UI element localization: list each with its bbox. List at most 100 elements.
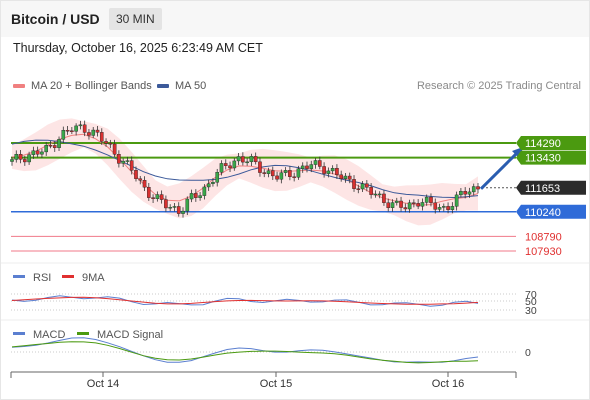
candle-body: [279, 172, 284, 180]
rsi-ma-legend-label: 9MA: [82, 272, 105, 284]
candle-body: [476, 186, 480, 190]
candle-body: [459, 191, 463, 196]
candle-body: [185, 198, 190, 212]
candle-body: [18, 154, 23, 160]
candle-body: [87, 132, 91, 136]
candle-body: [420, 202, 425, 207]
x-tick-label: Oct 15: [260, 378, 292, 390]
candle-body: [339, 174, 343, 180]
research-credit: Research © 2025 Trading Central: [416, 80, 581, 92]
ma50-swatch: [157, 84, 169, 89]
candle-body: [117, 154, 121, 164]
candle-body: [181, 210, 185, 214]
candle-body: [463, 191, 467, 195]
rsi-tick-label: 30: [525, 305, 537, 317]
candle-body: [95, 129, 100, 133]
candle-body: [14, 154, 19, 160]
candle-body: [104, 141, 108, 144]
candle-body: [10, 159, 14, 162]
candle-body: [91, 129, 96, 136]
x-tick-label: Oct 16: [432, 378, 464, 390]
candle-body: [228, 165, 232, 169]
macd-signal-swatch: [77, 332, 89, 335]
candle-body: [450, 206, 455, 210]
level-label-107930: 107930: [525, 246, 562, 258]
candle-body: [253, 156, 258, 163]
candle-body: [176, 206, 181, 214]
ma20-label: MA 20 + Bollinger Bands: [31, 80, 152, 92]
candle-body: [121, 160, 125, 164]
candle-body: [232, 160, 237, 169]
candle-body: [245, 161, 249, 164]
candle-body: [369, 187, 373, 195]
level-tag-114290: [516, 136, 586, 150]
candle-body: [330, 168, 335, 172]
candle-body: [151, 197, 155, 199]
candle-body: [129, 160, 134, 171]
macd-legend-label: MACD: [33, 329, 65, 341]
candle-body: [194, 193, 198, 198]
candle-body: [403, 207, 408, 210]
candle-body: [424, 196, 429, 203]
candle-body: [407, 202, 412, 210]
candle-body: [399, 200, 403, 208]
candle-body: [386, 202, 391, 208]
macd-tick-label: 0: [525, 347, 531, 359]
candle-body: [356, 188, 361, 190]
timestamp: Thursday, October 16, 2025 6:23:49 AM CE…: [13, 41, 263, 55]
rsi-legend-label: RSI: [33, 272, 51, 284]
candle-body: [202, 186, 207, 196]
candle-body: [65, 129, 70, 132]
candle-body: [219, 163, 224, 173]
candle-body: [168, 207, 172, 209]
candle-body: [343, 175, 348, 180]
candle-body: [352, 179, 356, 189]
ma50-line: [11, 139, 479, 199]
level-tag-113430: [516, 150, 586, 165]
candle-body: [164, 199, 168, 209]
candle-body: [189, 193, 194, 200]
ma50-label: MA 50: [175, 80, 207, 92]
level-label-114290: 114290: [525, 138, 561, 150]
candle-body: [249, 156, 254, 163]
candle-body: [390, 202, 395, 208]
candle-body: [300, 165, 305, 169]
candle-body: [206, 183, 211, 188]
x-tick-label: Oct 14: [87, 378, 119, 390]
candle-body: [365, 183, 369, 188]
candle-body: [172, 206, 177, 208]
candle-body: [471, 186, 476, 193]
level-label-110240: 110240: [525, 207, 561, 219]
macd-signal-line: [11, 341, 479, 364]
candle-body: [283, 170, 288, 173]
candle-body: [61, 129, 66, 140]
candle-body: [262, 172, 267, 174]
rsi-ma-swatch: [62, 275, 74, 278]
candle-body: [382, 193, 386, 203]
candle-body: [373, 193, 378, 196]
candle-body: [78, 124, 83, 127]
candle-body: [31, 150, 36, 155]
candle-body: [35, 150, 40, 155]
level-tag-111653: [516, 180, 586, 195]
interval-badge[interactable]: 30 MIN: [109, 8, 162, 30]
rsi-tick-label: 70: [525, 289, 537, 301]
candle-body: [70, 130, 74, 132]
candle-body: [360, 183, 365, 190]
candle-body: [275, 175, 279, 180]
candle-body: [429, 196, 433, 203]
candle-body: [155, 194, 160, 199]
candle-body: [313, 160, 318, 165]
candle-body: [99, 132, 104, 142]
candle-body: [454, 194, 459, 207]
candle-body: [134, 170, 138, 179]
candle-body: [48, 145, 53, 147]
rsi-tick-label: 50: [525, 296, 537, 308]
candle-body: [241, 156, 245, 163]
level-label-108790: 108790: [525, 231, 562, 243]
candle-body: [270, 170, 275, 177]
candle-body: [223, 163, 228, 166]
candle-body: [416, 203, 420, 207]
candle-body: [147, 187, 151, 198]
candle-body: [441, 206, 446, 208]
